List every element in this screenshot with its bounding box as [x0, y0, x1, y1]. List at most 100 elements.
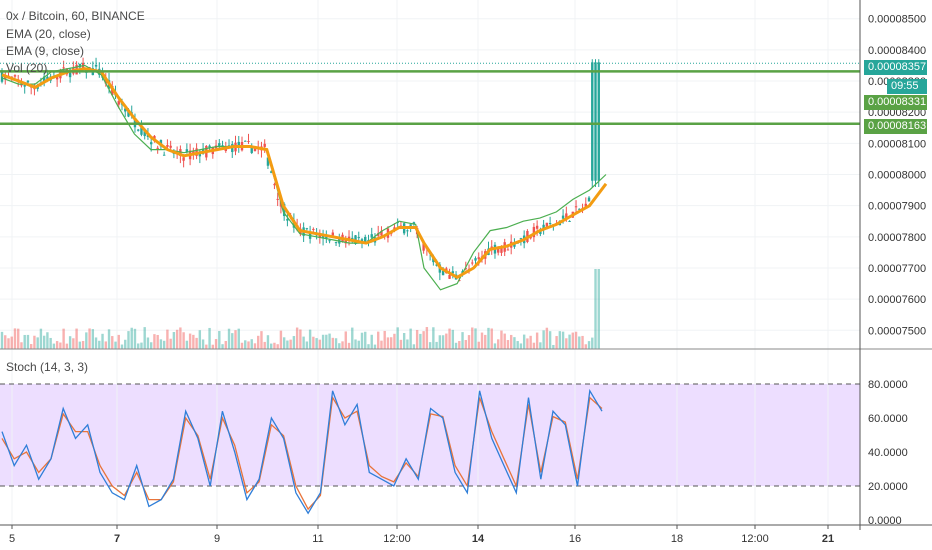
volume-bar — [257, 335, 260, 349]
volume-bar — [192, 334, 195, 349]
stoch-tick-label: 40.0000 — [868, 447, 908, 459]
volume-bar — [104, 341, 107, 349]
volume-bar — [526, 338, 529, 349]
candle-body — [432, 257, 435, 263]
volume-bar — [587, 341, 591, 349]
volume-bar — [75, 328, 78, 349]
time-tick-label: 16 — [569, 533, 581, 545]
ema9-line — [1, 64, 607, 291]
candle-body — [250, 147, 253, 153]
candle-body — [474, 258, 477, 261]
volume-bar — [552, 344, 555, 349]
volume-bar — [13, 328, 17, 349]
candle-body — [351, 237, 354, 240]
level-lower-badge: 0.00008163 — [864, 119, 927, 134]
volume-bar — [65, 343, 69, 349]
volume-bar — [545, 327, 549, 349]
volume-bars — [0, 269, 600, 349]
candle-body — [149, 142, 153, 145]
volume-bar — [36, 337, 39, 349]
stoch-axis-labels[interactable]: 80.0000 60.0000 40.0000 20.0000 0.0000 — [868, 379, 908, 527]
level-upper-badge: 0.00008331 — [864, 95, 927, 110]
stoch-legend[interactable]: Stoch (14, 3, 3) — [6, 360, 89, 374]
volume-bar — [137, 343, 140, 349]
candle-body — [370, 234, 373, 238]
volume-bar — [351, 327, 354, 349]
candle-body — [192, 151, 195, 154]
time-tick-label: 11 — [312, 533, 323, 545]
volume-bar — [522, 334, 526, 349]
volume-bar — [341, 341, 344, 349]
candle-body — [578, 208, 581, 210]
volume-bar — [20, 342, 23, 349]
volume-bar — [17, 328, 20, 349]
volume-bar — [88, 328, 91, 349]
volume-bar — [179, 327, 182, 349]
ema20-legend[interactable]: EMA (20, close) — [6, 27, 91, 41]
candle-body — [393, 227, 396, 229]
candle-body — [162, 154, 166, 156]
stoch-tick-label: 0.0000 — [868, 515, 902, 527]
candle-body — [587, 197, 591, 202]
volume-bar — [451, 329, 455, 349]
volume-bar — [214, 339, 218, 349]
stoch-k-line — [1, 388, 603, 515]
candle-body — [244, 140, 247, 142]
volume-bar — [208, 327, 211, 349]
volume-bar — [279, 330, 283, 349]
volume-bar — [0, 331, 4, 349]
candle-body — [282, 203, 286, 217]
ema9-legend[interactable]: EMA (9, close) — [6, 44, 85, 58]
price-tick-label: 0.00008500 — [868, 14, 926, 26]
volume-bar — [377, 331, 380, 349]
volume-legend[interactable]: Vol (20) — [6, 61, 48, 75]
volume-bar — [169, 338, 172, 349]
stoch-tick-label: 80.0000 — [868, 379, 908, 391]
volume-bar — [23, 334, 26, 349]
volume-bar — [221, 344, 224, 349]
countdown-badge: 09:55 — [887, 79, 927, 94]
candle-body — [412, 222, 416, 225]
candle-body — [406, 230, 409, 232]
volume-bar — [477, 341, 480, 349]
volume-bar — [26, 334, 30, 349]
candle-body — [20, 84, 23, 86]
candle-body — [237, 141, 240, 148]
horizontal-levels[interactable] — [0, 62, 860, 125]
volume-bar — [396, 327, 399, 349]
volume-bar — [124, 339, 127, 349]
volume-bar — [62, 328, 65, 349]
volume-bar — [328, 333, 331, 349]
candle-body — [266, 157, 270, 166]
volume-bar — [101, 333, 104, 349]
volume-bar — [52, 343, 56, 349]
candle-body — [357, 237, 360, 239]
volume-bar — [364, 331, 367, 349]
volume-bar — [484, 334, 487, 349]
candle-body — [166, 145, 169, 147]
volume-bar — [120, 344, 124, 349]
candle-body — [539, 231, 542, 235]
volume-bar — [532, 342, 536, 349]
volume-bar — [59, 342, 62, 349]
volume-bar — [338, 343, 341, 349]
volume-bar — [441, 335, 445, 349]
volume-bar — [471, 327, 474, 349]
candle-body — [471, 262, 474, 264]
volume-bar — [133, 328, 137, 349]
volume-bar — [389, 337, 393, 349]
volume-bar — [415, 329, 419, 349]
volume-bar — [94, 337, 98, 349]
volume-bar — [568, 334, 571, 349]
candle-body — [490, 246, 493, 249]
volume-bar — [370, 334, 373, 349]
volume-bar — [114, 341, 117, 349]
symbol-title[interactable]: 0x / Bitcoin, 60, BINANCE — [6, 9, 145, 23]
candle-body — [529, 236, 532, 239]
candle-body — [33, 88, 36, 90]
candle-body — [143, 130, 146, 137]
volume-bar — [130, 327, 133, 349]
volume-bar — [98, 340, 101, 349]
time-axis-labels[interactable]: 5 7 9 11 12:00 14 16 18 12:00 21 — [9, 525, 834, 545]
